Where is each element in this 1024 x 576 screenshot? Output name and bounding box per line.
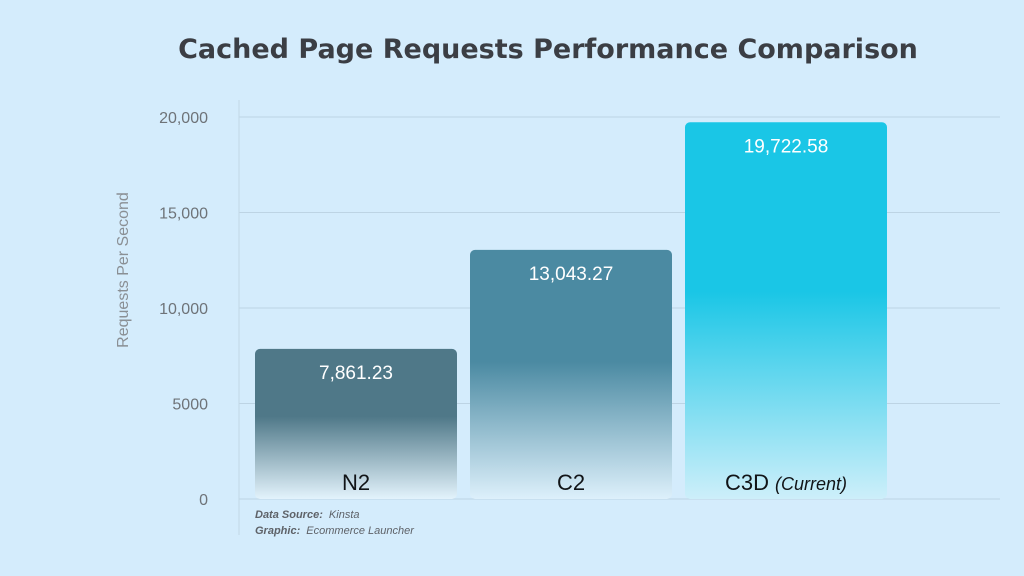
category-note: (Current) [775, 474, 847, 494]
value-label-n2: 7,861.23 [319, 363, 393, 384]
y-axis-label: Requests Per Second [115, 192, 132, 348]
bar-labels: 7,861.23 N2 13,043.27 C2 19,722.58 C3D (Curren… [319, 136, 847, 495]
data-source-text: Data Source: Kinsta [255, 509, 360, 521]
graphic-credit-value: Ecommerce Launcher [306, 525, 415, 537]
chart-title: Cached Page Requests Performance Compari… [178, 34, 918, 65]
y-tick-label: 0 [199, 492, 208, 509]
category-label-c2: C2 [557, 470, 585, 495]
category-name: N2 [342, 470, 370, 495]
bar-c2 [470, 249, 672, 499]
y-tick-label: 10,000 [159, 301, 208, 318]
y-tick-label: 5000 [172, 397, 208, 414]
bar-n2 [255, 348, 457, 499]
bar-c3d [685, 122, 887, 500]
data-source-value: Kinsta [329, 509, 360, 521]
bars [255, 122, 887, 500]
graphic-credit-label: Graphic: [255, 525, 301, 537]
data-source-label: Data Source: [255, 509, 323, 521]
y-tick-label: 20,000 [159, 110, 208, 127]
category-name: C2 [557, 470, 585, 495]
value-label-c2: 13,043.27 [529, 264, 614, 285]
y-tick-label: 15,000 [159, 206, 208, 223]
source-note: Data Source: Kinsta Graphic: Ecommerce L… [255, 509, 415, 537]
y-axis-ticks: 0 5000 10,000 15,000 20,000 [159, 110, 208, 509]
category-label-c3d: C3D (Current) [725, 470, 847, 495]
category-label-n2: N2 [342, 470, 370, 495]
value-label-c3d: 19,722.58 [744, 136, 829, 157]
graphic-credit-text: Graphic: Ecommerce Launcher [255, 525, 415, 537]
category-name: C3D [725, 470, 769, 495]
